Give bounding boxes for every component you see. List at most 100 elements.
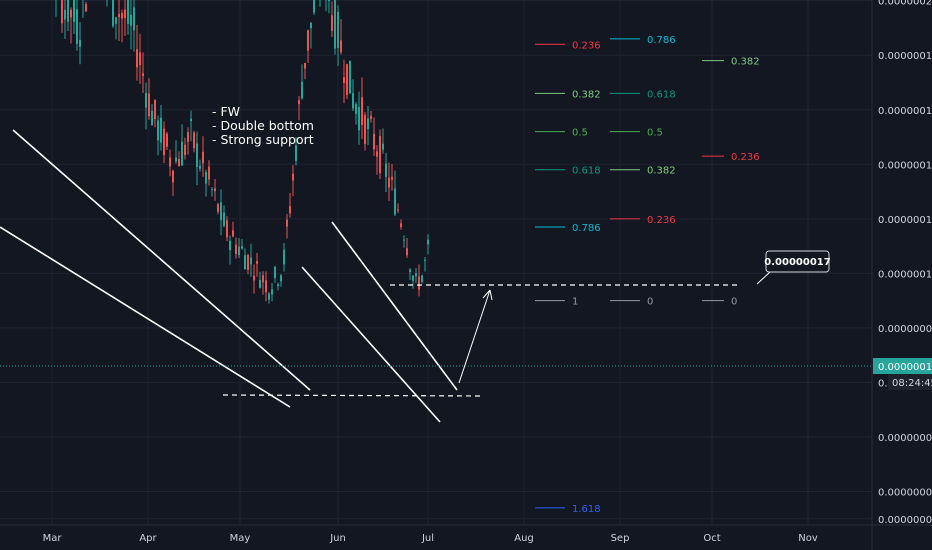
candle-body — [349, 60, 351, 94]
candle-body — [337, 11, 339, 49]
candle-body — [148, 93, 150, 117]
candle-body — [400, 223, 402, 227]
candles — [55, 0, 429, 304]
candle-body — [226, 220, 228, 238]
channel-upper-line — [331, 221, 458, 391]
time-tick-label: Oct — [703, 533, 720, 544]
countdown-label: 08:24:45 — [892, 378, 932, 389]
price-tick-label: 0.00000002 — [878, 488, 932, 499]
candle-body — [388, 177, 390, 188]
candle-body — [61, 0, 63, 24]
fib-label: 0.236 — [647, 215, 676, 226]
fib-label: 0.382 — [731, 57, 760, 68]
candle-body — [313, 0, 315, 13]
candle-body — [157, 120, 159, 141]
candle-body — [412, 275, 414, 281]
candle-body — [301, 81, 303, 99]
candle-body — [181, 141, 183, 166]
projection-arrow-head — [482, 289, 493, 301]
price-tick-label: 0.00000008 — [878, 324, 932, 335]
candle-body — [298, 100, 300, 105]
candle-body — [286, 219, 288, 227]
fib-label: 0.5 — [572, 128, 588, 139]
price-axis[interactable]: 0.000000010.000000020.000000040.00000006… — [871, 0, 932, 550]
fib-label: 0.382 — [647, 166, 676, 177]
target-callout-label: 0.00000017 — [764, 257, 830, 268]
fib-label: 0.618 — [572, 166, 601, 177]
time-tick-label: Aug — [514, 533, 534, 544]
candle-body — [235, 244, 237, 255]
candle-body — [355, 104, 357, 114]
channel-lower-line — [301, 266, 441, 423]
fib-label: 0.618 — [647, 89, 676, 100]
candle-body — [139, 52, 141, 66]
candle-body — [310, 22, 312, 29]
candle-body — [262, 275, 264, 283]
candle-body — [403, 239, 405, 241]
candle-body — [193, 132, 195, 149]
candle-body — [250, 257, 252, 265]
candle-body — [85, 4, 87, 12]
candle-body — [334, 0, 336, 49]
candle-body — [121, 12, 123, 19]
candle-body — [268, 293, 270, 300]
price-tick-label: 0.00000016 — [878, 106, 932, 117]
support-dashed-line — [222, 394, 484, 397]
projection-arrow-line — [458, 289, 491, 384]
target-callout-box — [765, 250, 830, 273]
candle-body — [67, 0, 69, 22]
fib-label: 0.236 — [731, 152, 760, 163]
candle-body — [76, 9, 78, 45]
fib-label: 0.786 — [647, 35, 676, 46]
time-tick-label: May — [230, 533, 251, 544]
candle-body — [391, 176, 393, 180]
candle-body — [358, 106, 360, 131]
candle-body — [160, 117, 162, 143]
time-tick-label: Apr — [139, 533, 157, 544]
candle-body — [406, 248, 408, 256]
drawings: 0.00000017 — [0, 129, 831, 423]
price-overlays: 0.00000011 08:24:45 — [0, 358, 932, 390]
candle-body — [367, 118, 369, 130]
candle-body — [265, 280, 267, 293]
candle-body — [214, 188, 216, 192]
candle-body — [289, 206, 291, 214]
fib-label: 1 — [572, 297, 578, 308]
fib-label: 0.5 — [647, 128, 663, 139]
candle-body — [271, 289, 273, 295]
time-tick-label: Jul — [421, 533, 434, 544]
price-tick-label: 0.00000018 — [878, 51, 932, 62]
candle-body — [343, 77, 345, 84]
candle-body — [199, 165, 201, 169]
candle-body — [292, 173, 294, 181]
candle-body — [211, 189, 213, 191]
candle-body — [196, 143, 198, 167]
candle-body — [175, 157, 177, 162]
wedge-upper-line — [12, 129, 311, 391]
candle-body — [340, 40, 342, 53]
candle-body — [118, 13, 120, 18]
candle-body — [217, 204, 219, 212]
candle-body — [220, 202, 222, 221]
candle-body — [424, 259, 426, 261]
candle-body — [229, 240, 231, 251]
candle-body — [184, 144, 186, 155]
callout-pointer — [756, 271, 771, 285]
candle-body — [256, 261, 258, 264]
candle-body — [382, 143, 384, 150]
candle-body — [124, 9, 126, 19]
candle-body — [238, 246, 240, 256]
annotation-line: - Strong support — [212, 132, 314, 147]
candle-body — [202, 151, 204, 164]
candle-body — [112, 0, 114, 27]
candle-body — [169, 157, 171, 167]
time-axis[interactable]: Mar Apr May Jun Jul Aug Sep Oct Nov — [0, 524, 932, 544]
fib-label: 0.786 — [572, 223, 601, 234]
candle-body — [370, 115, 372, 119]
candle-body — [361, 97, 363, 126]
candle-body — [307, 30, 309, 51]
price-tick-label: 0.00000001 — [878, 515, 932, 526]
fib-label: 1.618 — [572, 504, 601, 515]
